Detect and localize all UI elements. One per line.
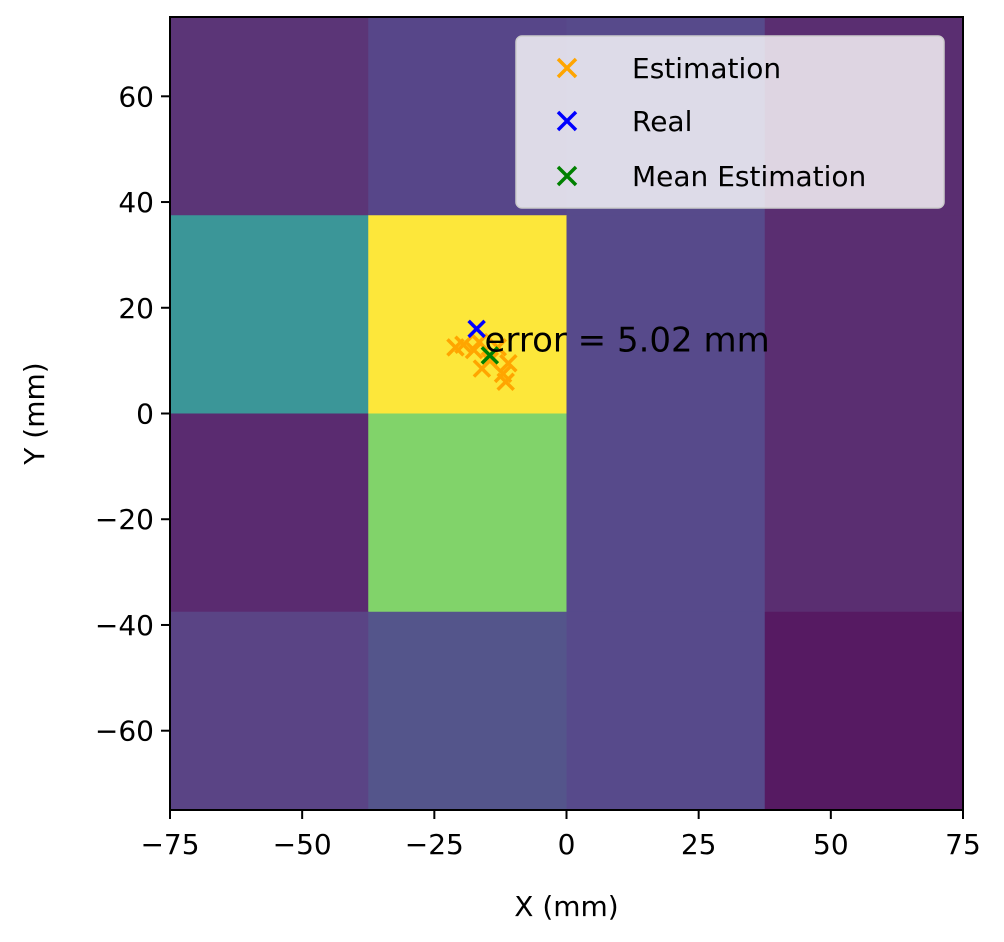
x-axis: −75 −50 −25 0 25 50 75 [140, 810, 981, 861]
error-annotation: error = 5.02 mm [485, 320, 770, 360]
heatmap-cell [566, 413, 766, 613]
legend-box [515, 35, 945, 209]
x-tick-label: −50 [273, 828, 332, 861]
heatmap-cell [170, 215, 369, 414]
legend-label-real: Real [632, 105, 692, 138]
mean-estimation-marker [480, 346, 500, 365]
heatmap-cell [764, 611, 964, 811]
x-tick-label: 75 [945, 828, 981, 861]
y-axis-label: Y (mm) [18, 362, 51, 465]
y-tick-label: 40 [118, 186, 154, 219]
x-tick-label: −25 [405, 828, 464, 861]
y-tick-label: −20 [95, 503, 154, 536]
y-axis: −60 −40 −20 0 20 40 60 [95, 80, 170, 748]
x-tick-label: −75 [140, 828, 199, 861]
legend-marker-estimation [556, 57, 578, 79]
y-tick-label: −40 [95, 609, 154, 642]
estimation-marker [464, 340, 484, 360]
heatmap-cell [170, 413, 369, 613]
heatmap-cell [170, 611, 369, 811]
heatmap-cell [368, 413, 567, 613]
heatmap-cell [764, 215, 964, 414]
legend-marker-real [556, 110, 578, 132]
heatmap-cell [566, 215, 766, 414]
legend: Estimation Real Mean Estimation [515, 35, 945, 209]
estimation-marker [496, 372, 515, 392]
y-tick-label: 60 [118, 80, 154, 113]
x-tick-label: 25 [681, 828, 717, 861]
y-tick-label: −60 [95, 715, 154, 748]
heatmap-cell [566, 611, 766, 811]
x-axis-label: X (mm) [514, 890, 618, 923]
heatmap-cell [170, 17, 369, 216]
real-marker [467, 319, 486, 339]
heatmap-cell [764, 413, 964, 613]
heatmap-cell [368, 611, 567, 811]
data-markers [446, 319, 518, 392]
x-tick-label: 50 [813, 828, 849, 861]
estimation-marker [499, 354, 518, 373]
y-tick-label: 0 [136, 398, 154, 431]
legend-label-mean-estimation: Mean Estimation [632, 160, 866, 193]
legend-label-estimation: Estimation [632, 52, 781, 85]
heatmap-cell [368, 215, 567, 414]
y-tick-label: 20 [118, 292, 154, 325]
estimation-marker [454, 335, 473, 355]
legend-marker-mean-estimation [556, 165, 578, 187]
x-tick-label: 0 [558, 828, 576, 861]
